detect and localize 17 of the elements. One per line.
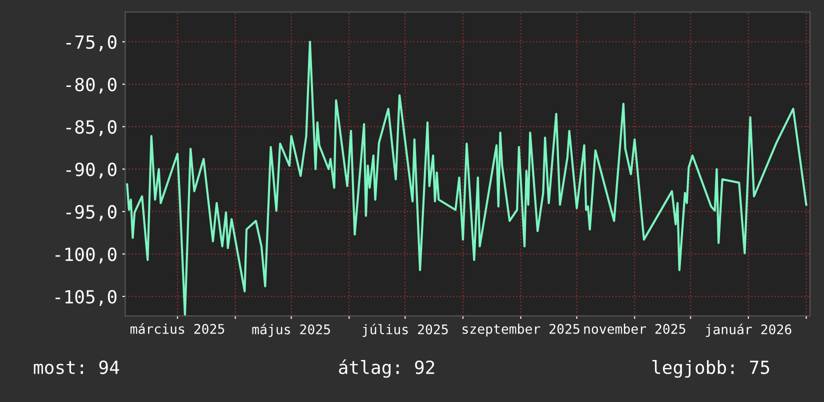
x-tick-label: március 2025	[130, 323, 224, 334]
y-tick-label: -100,0	[56, 248, 116, 264]
y-tick-label: -90,0	[66, 162, 116, 179]
y-tick-label: -75,0	[66, 35, 116, 52]
text: most: 94	[34, 360, 120, 374]
text: legjobb: 75	[652, 360, 770, 378]
text: átlag: 92	[339, 359, 434, 378]
y-tick-label: -95,0	[66, 205, 116, 221]
x-tick-label: május 2025	[252, 324, 330, 337]
x-tick-label: január 2026	[706, 324, 792, 337]
y-tick-label: -85,0	[66, 120, 116, 136]
x-tick-label: július 2025	[362, 324, 448, 337]
x-tick-label: november 2025	[584, 324, 686, 334]
line-series	[126, 40, 808, 316]
y-tick-label: -105,0	[56, 290, 116, 306]
y-tick-label: -80,0	[66, 78, 116, 94]
x-tick-label: szeptember 2025	[462, 324, 580, 336]
